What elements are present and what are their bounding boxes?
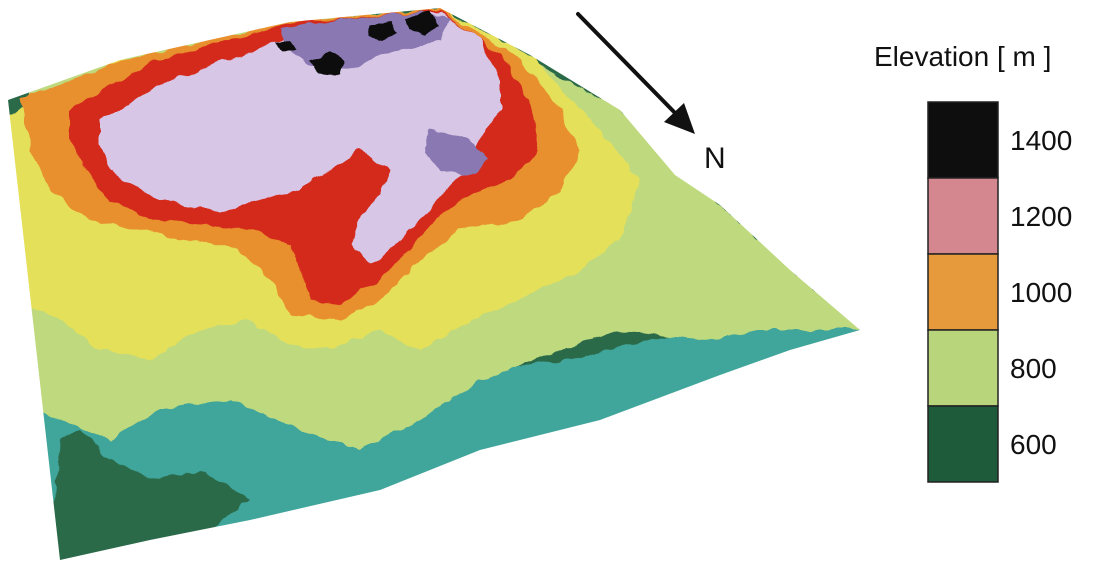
terrain-lavender-band — [100, 12, 500, 265]
terrain-peak-spots — [275, 12, 440, 76]
terrain-valley-dark-green — [50, 430, 250, 560]
terrain-surface — [8, 8, 860, 560]
compass-label: N — [704, 142, 726, 175]
legend-label-800: 800 — [1010, 353, 1057, 384]
elevation-legend: Elevation [ m ] 1400 1200 1000 800 600 — [874, 41, 1072, 483]
legend-swatch-1400 — [927, 101, 999, 179]
north-arrow: N — [576, 12, 726, 175]
legend-label-600: 600 — [1010, 429, 1057, 460]
legend-swatches: 1400 1200 1000 800 600 — [927, 101, 1072, 483]
legend-label-1400: 1400 — [1010, 125, 1072, 156]
terrain-purple-band — [280, 12, 490, 175]
legend-label-1000: 1000 — [1010, 277, 1072, 308]
legend-title: Elevation [ m ] — [874, 41, 1051, 72]
legend-swatch-1200 — [927, 177, 999, 255]
legend-swatch-800 — [927, 329, 999, 407]
legend-swatch-600 — [927, 405, 999, 483]
legend-label-1200: 1200 — [1010, 201, 1072, 232]
legend-swatch-1000 — [927, 253, 999, 331]
